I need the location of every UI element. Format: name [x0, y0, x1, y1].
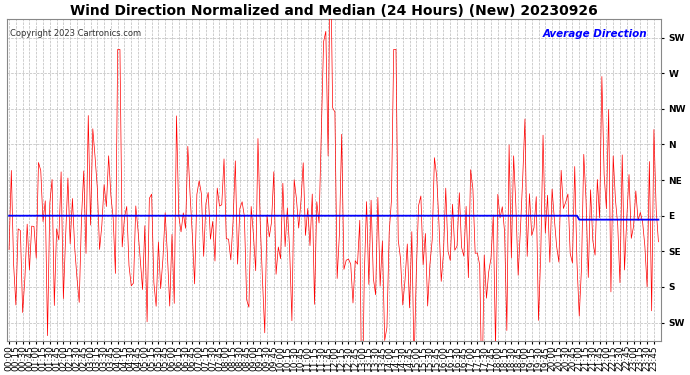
Title: Wind Direction Normalized and Median (24 Hours) (New) 20230926: Wind Direction Normalized and Median (24…	[70, 4, 598, 18]
Text: Copyright 2023 Cartronics.com: Copyright 2023 Cartronics.com	[10, 29, 141, 38]
Text: Average Direction: Average Direction	[543, 29, 648, 39]
